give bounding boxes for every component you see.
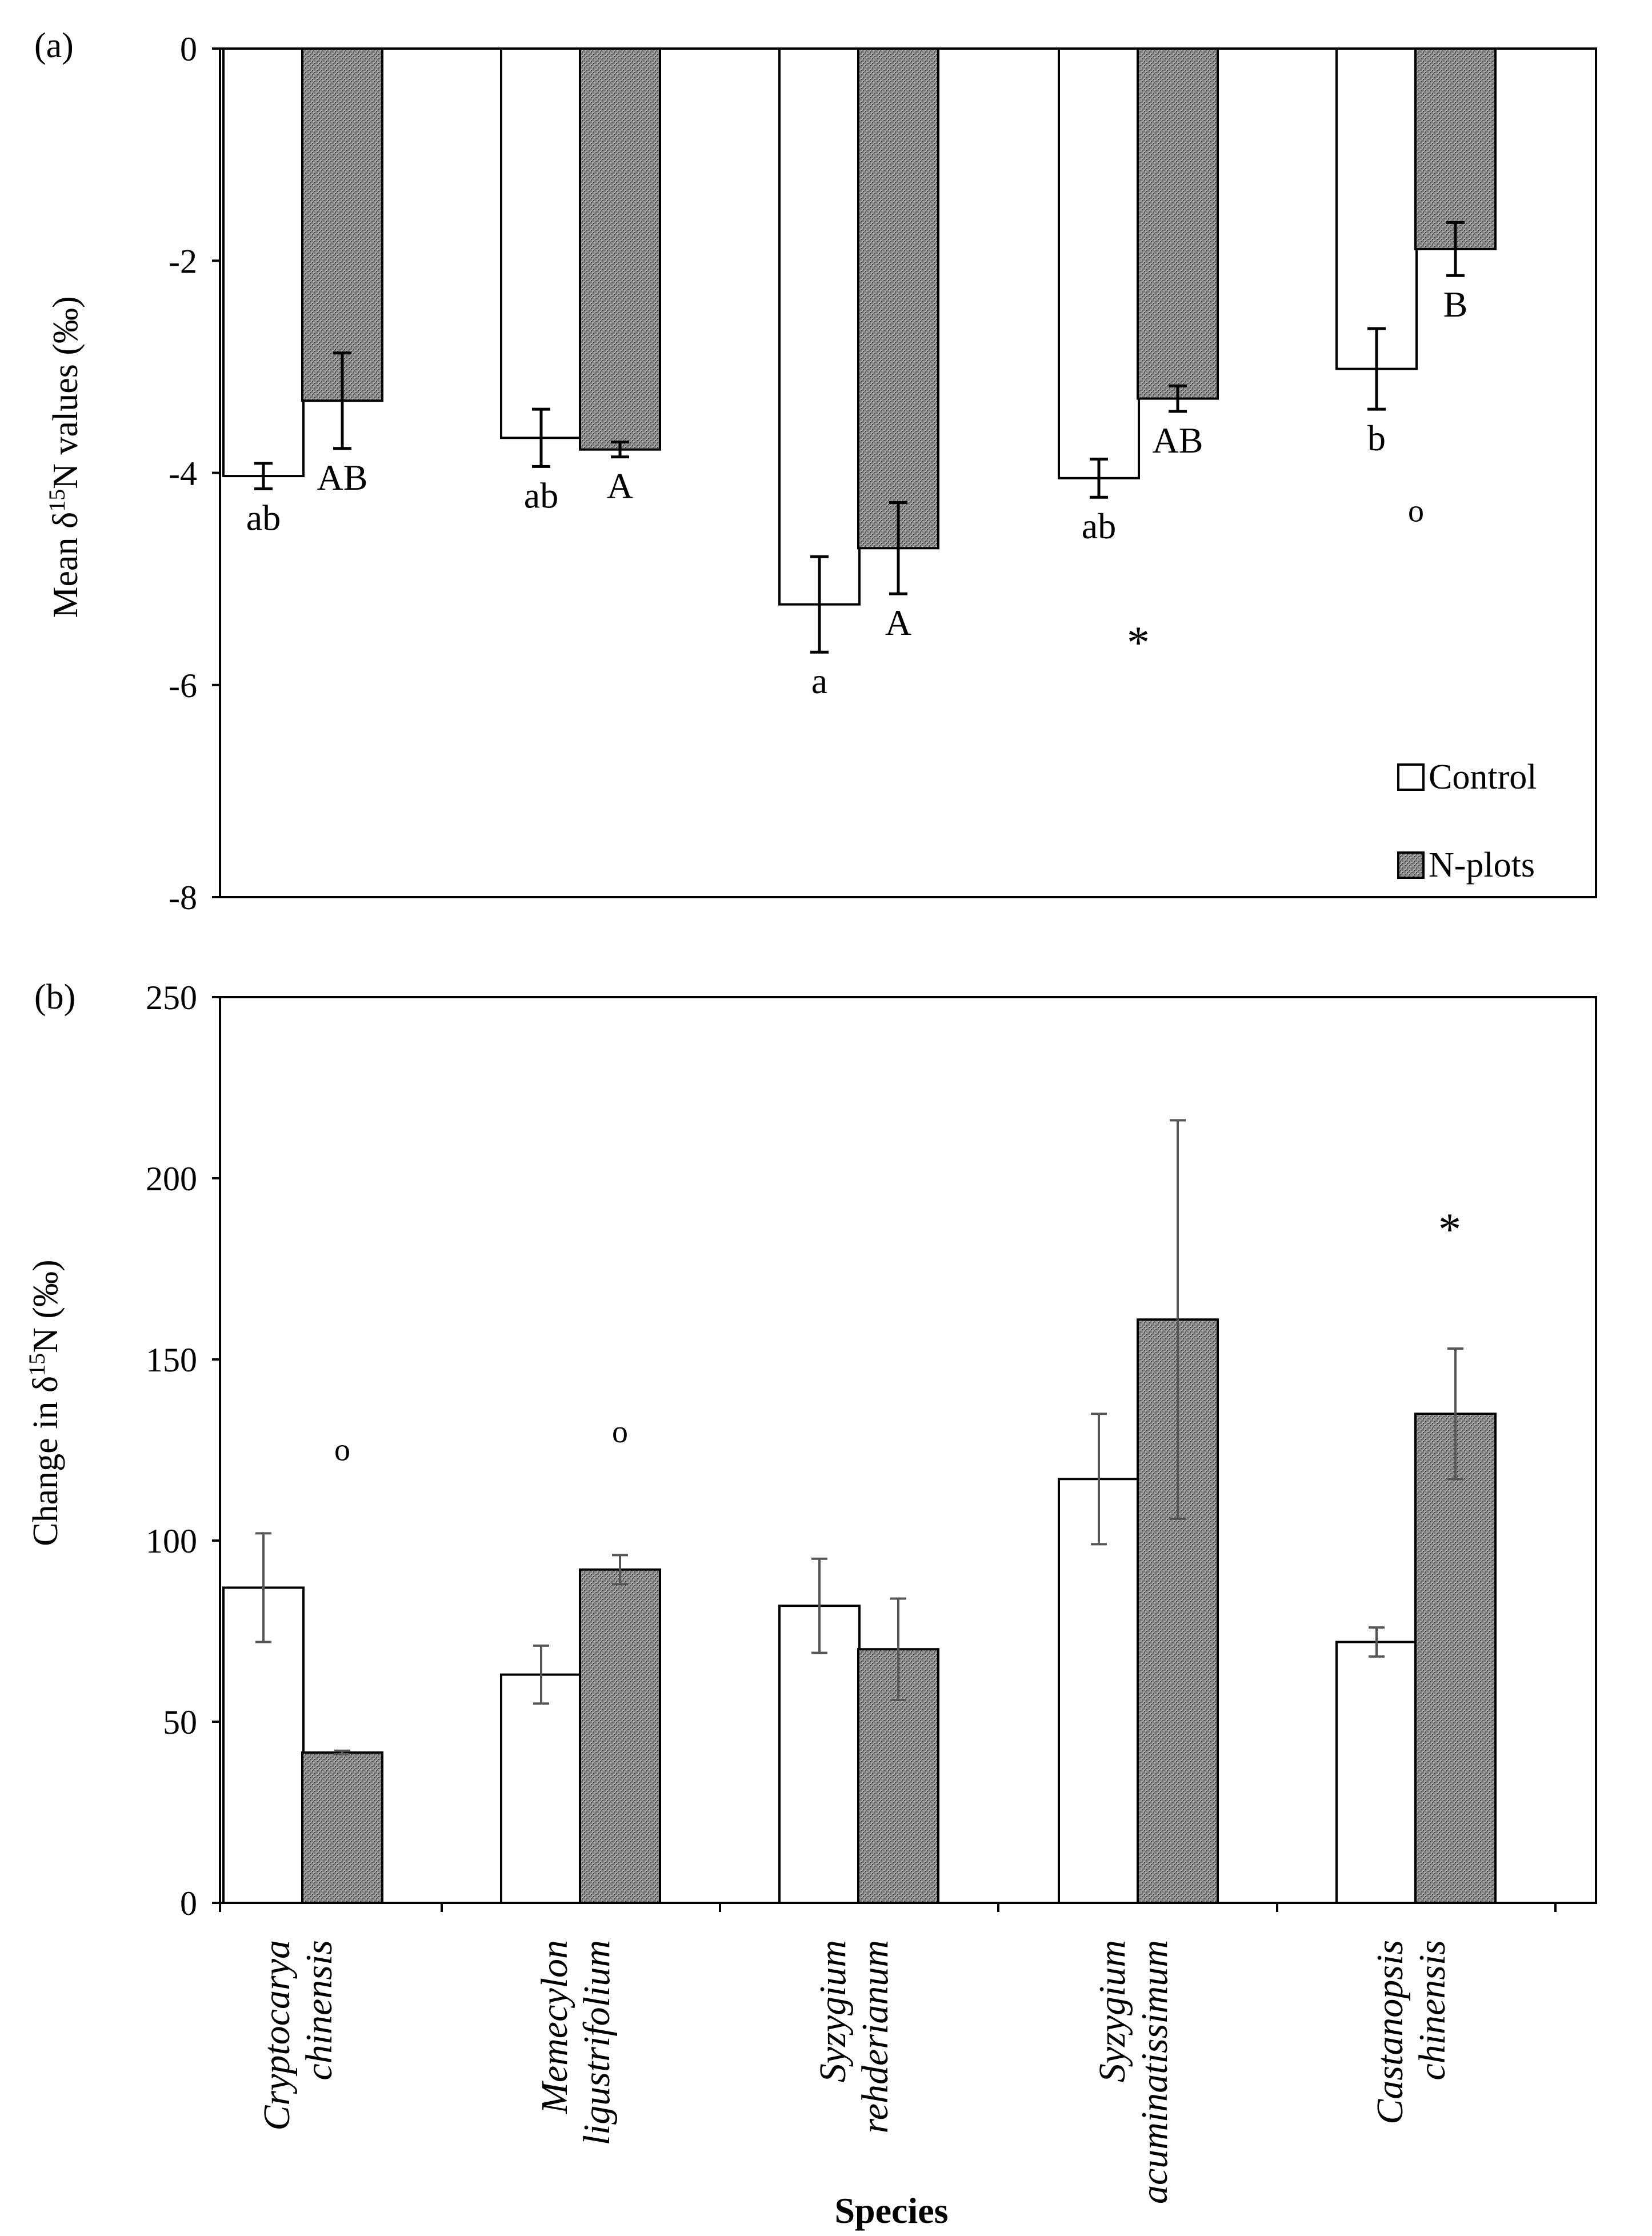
species-label: Syzygium rehderianum: [812, 1940, 896, 2134]
panel-a-bar-n-plots: [301, 47, 383, 402]
panel-a-bar-n-plots: [579, 47, 661, 451]
panel-a-bar-n-plots: [1414, 47, 1497, 250]
panel-a-bars: ab ab a ab b AB A A AB B * o: [222, 47, 1497, 701]
panel-b-bar-n-plots: [301, 1751, 383, 1904]
species-genus: Castanopsis: [1369, 1940, 1411, 2125]
panel-b-bar-n-plots: [1414, 1413, 1497, 1905]
panel-b-bars: o o *: [222, 1119, 1497, 1905]
panel-a-label: (a): [34, 26, 74, 65]
panel-b-bar-control: [1335, 1641, 1418, 1905]
panel-a-y-tick-label: -8: [169, 879, 197, 917]
panel-a-y-tick-label: 0: [180, 30, 197, 68]
svg-text:Change in δ15N (‰): Change in δ15N (‰): [24, 1259, 66, 1546]
legend-item-control: Control: [1397, 758, 1537, 797]
panel-a-letter-control: ab: [1082, 506, 1116, 546]
legend-label-control: Control: [1429, 758, 1537, 797]
panel-b-y-tick-label: 150: [146, 1341, 197, 1379]
panel-b-annotation: o: [612, 1414, 628, 1450]
panel-a: (a) Mean δ15N values (‰) 0-2-4-6-8 ababa…: [34, 26, 1597, 917]
panel-a-bar-control: [500, 47, 582, 439]
panel-a-letter-n-plots: B: [1443, 284, 1468, 325]
panel-a-letter-control: ab: [246, 497, 281, 538]
panel-a-letter-n-plots: AB: [317, 457, 368, 498]
panel-b-y-tick-label: 250: [146, 979, 197, 1017]
panel-b: (b) Change in δ15N (‰) 0 50 100 150 200 250 o…: [24, 978, 1597, 2231]
panel-a-bar-control: [778, 47, 861, 606]
panel-b-y-tick-label: 50: [163, 1703, 197, 1741]
legend-label-n-plots: N-plots: [1429, 846, 1535, 885]
panel-a-ylabel: Mean δ15N values (‰): [44, 296, 86, 618]
panel-a-letter-control: a: [811, 661, 827, 701]
x-axis-label: Species: [834, 2190, 948, 2231]
species-genus: Cryptocarya: [256, 1940, 298, 2131]
panel-b-annotation: o: [334, 1433, 350, 1468]
panel-a-legend: Control N-plots: [1397, 758, 1537, 885]
panel-a-y-tick-label: -2: [169, 242, 197, 280]
panel-b-x-axis: Cryptocarya chinensis Memecylon ligustrifol…: [219, 1903, 1557, 2204]
panel-b-y-axis: 0 50 100 150 200 250: [146, 979, 220, 1922]
species-epithet: chinensis: [298, 1940, 340, 2081]
species-label: Castanopsis chinensis: [1369, 1940, 1453, 2125]
species-genus: Memecylon: [534, 1940, 575, 2114]
panel-a-bar-control: [222, 47, 305, 478]
legend-swatch-control: [1397, 763, 1425, 791]
legend-item-n-plots: N-plots: [1397, 846, 1535, 885]
panel-a-letter-n-plots: A: [607, 466, 633, 506]
panel-a-letter-control: ab: [524, 475, 558, 515]
panel-a-bar-n-plots: [857, 47, 939, 550]
panel-b-bar-n-plots: [579, 1568, 661, 1904]
panel-a-bar-control: [1335, 47, 1418, 370]
panel-a-annotation: o: [1408, 493, 1424, 529]
species-epithet: acuminatissimum: [1134, 1940, 1175, 2204]
species-label: Cryptocarya chinensis: [256, 1940, 340, 2131]
panel-b-y-tick-label: 100: [146, 1522, 197, 1560]
species-genus: Syzygium: [1091, 1940, 1133, 2082]
panel-a-bar-control: [1058, 47, 1140, 479]
species-label: Syzygium acuminatissimum: [1091, 1940, 1175, 2204]
panel-a-bar-n-plots: [1137, 47, 1219, 400]
legend-swatch-n-plots: [1397, 851, 1425, 879]
species-label: Memecylon ligustrifolium: [534, 1940, 618, 2145]
panel-b-y-tick-label: 0: [180, 1885, 197, 1922]
panel-b-label: (b): [34, 978, 75, 1017]
panel-b-ylabel: Change in δ15N (‰): [24, 1259, 66, 1546]
panel-a-letter-n-plots: AB: [1153, 420, 1203, 461]
species-epithet: ligustrifolium: [576, 1940, 618, 2145]
panel-b-bar-control: [500, 1673, 582, 1905]
panel-a-letter-control: b: [1367, 418, 1386, 458]
svg-text:Mean δ15N values (‰): Mean δ15N values (‰): [44, 296, 86, 618]
species-epithet: rehderianum: [854, 1940, 896, 2134]
panel-a-y-axis: 0 -2 -4 -6 -8: [169, 30, 220, 917]
panel-a-y-tick-label: -4: [169, 455, 197, 493]
panel-b-y-tick-label: 200: [146, 1160, 197, 1198]
species-genus: Syzygium: [812, 1940, 854, 2082]
panel-a-annotation: *: [1127, 618, 1150, 668]
panel-a-y-tick-label: -6: [169, 667, 197, 705]
panel-b-annotation: *: [1438, 1205, 1461, 1255]
panel-a-letter-n-plots: A: [885, 602, 911, 643]
species-epithet: chinensis: [1411, 1940, 1453, 2081]
